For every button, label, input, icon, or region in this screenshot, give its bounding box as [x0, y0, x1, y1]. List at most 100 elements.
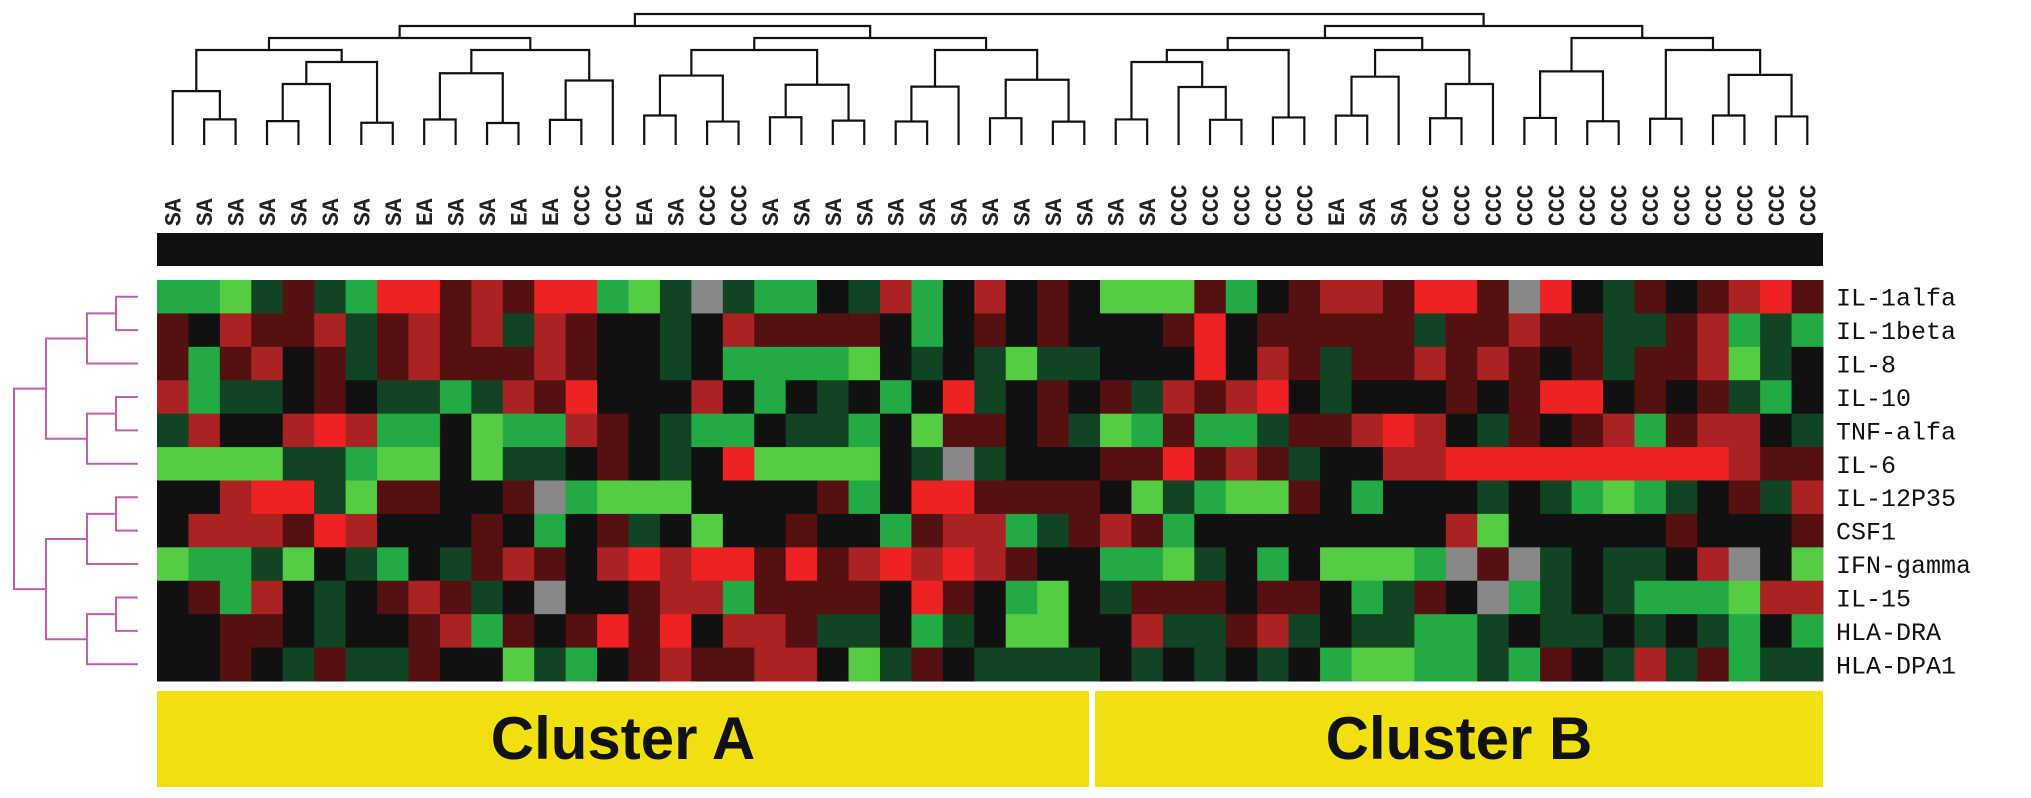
heatmap-cell: [188, 580, 221, 615]
heatmap-cell: [1351, 480, 1384, 515]
heatmap-cell: [1728, 380, 1761, 415]
heatmap-cell: [345, 614, 378, 649]
heatmap-cell: [1257, 346, 1290, 381]
heatmap-cell: [408, 346, 441, 381]
heatmap-cell: [1005, 513, 1038, 548]
heatmap-cell: [1477, 480, 1510, 515]
heatmap-cell: [1194, 280, 1227, 314]
heatmap-cell: [1508, 547, 1541, 582]
heatmap-cell: [1571, 380, 1604, 415]
heatmap-cell: [565, 380, 598, 415]
heatmap-cell: [1005, 447, 1038, 481]
heatmap-cell: [1068, 380, 1101, 415]
heatmap-cell: [314, 447, 347, 481]
heatmap-cell: [1257, 513, 1290, 548]
heatmap-cell: [974, 413, 1007, 448]
heatmap-cell: [659, 647, 692, 682]
heatmap-cell: [1351, 614, 1384, 649]
dendrogram-branch: [171, 90, 221, 145]
heatmap-cell: [628, 580, 661, 615]
heatmap-cell: [1100, 547, 1132, 582]
gene-label: HLA-DRA: [1836, 619, 1941, 648]
heatmap-cell: [219, 580, 252, 615]
heatmap-cell: [848, 614, 881, 649]
heatmap-cell: [659, 547, 692, 582]
heatmap-cell: [471, 280, 504, 314]
heatmap-cell: [1037, 614, 1070, 649]
sample-label: CCC: [602, 184, 628, 226]
heatmap-cell: [785, 513, 818, 548]
heatmap-cell: [848, 480, 881, 515]
sample-label: SA: [162, 198, 188, 226]
dendrogram-branch: [894, 120, 929, 145]
heatmap-cell: [439, 380, 472, 415]
heatmap-cell: [817, 614, 850, 649]
heatmap-cell: [1162, 447, 1195, 481]
heatmap-cell: [282, 480, 315, 515]
heatmap-cell: [1665, 313, 1698, 348]
heatmap-cell: [1414, 413, 1447, 448]
sample-label: CCC: [1545, 184, 1571, 226]
heatmap-cell: [282, 547, 315, 582]
heatmap-cell: [722, 647, 755, 682]
heatmap-cell: [188, 346, 221, 381]
heatmap-cell: [848, 313, 881, 348]
heatmap-cell: [1257, 547, 1290, 582]
dendrogram-branch: [1774, 115, 1809, 145]
heatmap-cell: [408, 647, 441, 682]
heatmap-cell: [1791, 647, 1824, 682]
heatmap-cell: [597, 413, 630, 448]
heatmap-cell: [1728, 647, 1761, 682]
heatmap-cell: [942, 480, 975, 515]
heatmap-cell: [1288, 480, 1321, 515]
row-dendrogram: [13, 295, 138, 666]
heatmap-cell: [1477, 413, 1510, 448]
heatmap-cell: [314, 614, 347, 649]
heatmap-cell: [1571, 280, 1604, 314]
heatmap-cell: [1697, 413, 1730, 448]
heatmap-cell: [1602, 346, 1635, 381]
dendrogram-branch: [470, 48, 591, 81]
heatmap-cell: [817, 447, 850, 481]
heatmap-cell: [1068, 547, 1101, 582]
heatmap-cell: [1665, 513, 1698, 548]
dendrogram-branch: [768, 116, 803, 145]
heatmap-cell: [219, 380, 252, 415]
heatmap-cell: [1382, 480, 1415, 515]
sample-label: SA: [790, 198, 816, 226]
heatmap-cell: [1131, 280, 1164, 314]
heatmap-cell: [1351, 413, 1384, 448]
sample-label: CCC: [1576, 184, 1602, 226]
heatmap-cell: [1445, 513, 1478, 548]
sample-label: SA: [1042, 198, 1068, 226]
heatmap-cell: [534, 547, 567, 582]
heatmap-cell: [251, 313, 284, 348]
heatmap-cell: [1194, 346, 1227, 381]
heatmap-cell: [1257, 313, 1290, 348]
heatmap-cell: [1131, 547, 1164, 582]
heatmap-cell: [1005, 647, 1038, 682]
sample-label: SA: [256, 198, 282, 226]
sample-label: SA: [350, 198, 376, 226]
dendrogram-branch: [753, 36, 988, 50]
heatmap-cell: [157, 580, 189, 615]
heatmap-cell: [502, 280, 535, 314]
heatmap-cell: [157, 346, 189, 381]
heatmap-cell: [1005, 280, 1038, 314]
heatmap-cell: [1540, 614, 1573, 649]
heatmap-cell: [974, 380, 1007, 415]
heatmap-cell: [785, 547, 818, 582]
heatmap-cell: [439, 413, 472, 448]
heatmap-cell: [785, 614, 818, 649]
heatmap-cell: [659, 280, 692, 314]
heatmap-cell: [942, 447, 975, 481]
heatmap-cell: [1288, 647, 1321, 682]
heatmap-cell: [439, 480, 472, 515]
heatmap-cell: [1445, 547, 1478, 582]
heatmap-cell: [439, 614, 472, 649]
heatmap-cell: [754, 647, 787, 682]
heatmap-cell: [1037, 413, 1070, 448]
heatmap-cell: [314, 547, 347, 582]
heatmap-cell: [502, 346, 535, 381]
dendrogram-branch: [1523, 116, 1557, 145]
